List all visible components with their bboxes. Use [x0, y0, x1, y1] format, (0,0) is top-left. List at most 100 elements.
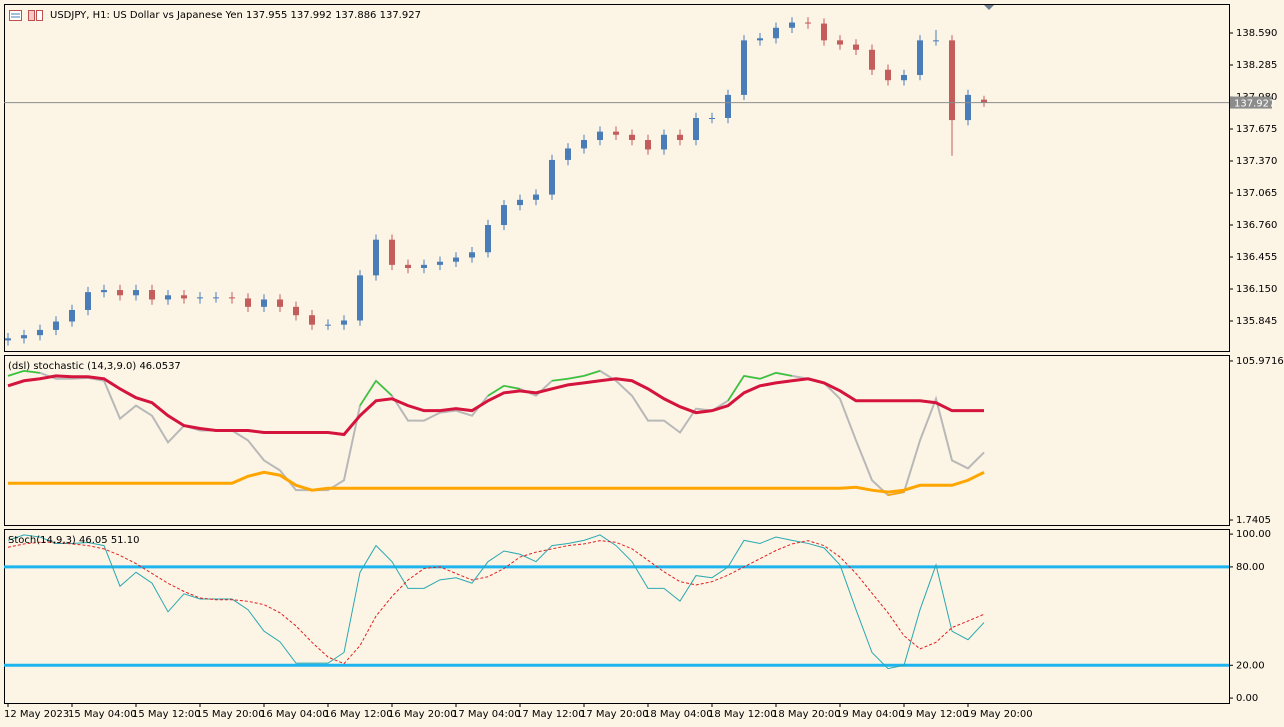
x-tick-label: 15 May 12:00 — [132, 709, 201, 720]
candle-body — [741, 40, 747, 95]
candle-body — [53, 321, 59, 330]
signal-segment — [23, 370, 41, 374]
candle-body — [661, 134, 667, 150]
indicator-line — [7, 534, 985, 670]
x-tick-label: 16 May 20:00 — [388, 709, 457, 720]
candle-body — [949, 40, 955, 121]
x-tick-label: 15 May 20:00 — [196, 709, 265, 720]
candle-body — [773, 27, 779, 39]
candle-body — [101, 290, 107, 293]
candle-body — [853, 44, 859, 50]
candle-body — [869, 49, 875, 70]
y-tick-label: 138.590 — [1236, 28, 1277, 39]
y-tick-label: 136.455 — [1236, 252, 1277, 263]
candle-body — [933, 40, 939, 42]
candle-body — [613, 131, 619, 135]
indicator-line — [7, 540, 985, 665]
x-tick-label: 16 May 12:00 — [324, 709, 393, 720]
candle-body — [757, 38, 763, 41]
candle-body — [469, 252, 475, 258]
candle-body — [837, 40, 843, 45]
candle-body — [245, 298, 251, 307]
candle-body — [629, 134, 635, 141]
x-tick-label: 15 May 04:00 — [68, 709, 137, 720]
y-tick-label: 136.150 — [1236, 284, 1277, 295]
candle-body — [85, 292, 91, 310]
candle-body — [261, 299, 267, 307]
candle-body — [901, 74, 907, 81]
price-pane — [4, 4, 1230, 352]
candle-body — [453, 257, 459, 262]
candle-body — [885, 69, 891, 81]
candle-body — [389, 239, 395, 265]
candle-body — [533, 194, 539, 200]
candle-body — [181, 295, 187, 299]
signal-segment — [775, 372, 793, 377]
candle-body — [21, 335, 27, 339]
signal-segment — [759, 372, 777, 380]
y-tick-label: 136.760 — [1236, 220, 1277, 231]
y-tick-label: 105.9716 — [1236, 356, 1284, 367]
signal-segment — [7, 370, 25, 377]
x-tick-label: 12 May 2023 — [4, 709, 69, 720]
candle-body — [565, 148, 571, 160]
candle-body — [373, 239, 379, 276]
x-tick-label: 17 May 20:00 — [580, 709, 649, 720]
candle-body — [485, 225, 491, 253]
x-tick-label: 19 May 04:00 — [836, 709, 905, 720]
candle-body — [5, 338, 11, 341]
current-price-box — [1230, 96, 1272, 109]
pane-title: USDJPY, H1: US Dollar vs Japanese Yen 13… — [50, 10, 421, 21]
candle-body — [357, 275, 363, 321]
candle-body — [645, 140, 651, 150]
candle-body — [165, 295, 171, 300]
candle-body — [501, 205, 507, 226]
x-tick-label: 19 May 20:00 — [964, 709, 1033, 720]
y-tick-label: 20.00 — [1236, 660, 1265, 671]
y-tick-label: 0.00 — [1236, 693, 1258, 704]
candle-body — [309, 315, 315, 325]
y-tick-label: 135.845 — [1236, 316, 1277, 327]
candle-body — [821, 23, 827, 41]
y-tick-label: 137.370 — [1236, 156, 1277, 167]
candle-body — [117, 290, 123, 296]
candle-body — [229, 297, 235, 299]
candle-body — [693, 117, 699, 141]
symbol-icons — [9, 10, 43, 21]
signal-segment — [727, 375, 745, 402]
candle-body — [597, 131, 603, 141]
signal-segment — [567, 375, 585, 380]
signal-segment — [375, 380, 393, 397]
x-tick-label: 16 May 04:00 — [260, 709, 329, 720]
x-tick-label: 18 May 20:00 — [772, 709, 841, 720]
candle-body — [37, 329, 43, 336]
x-tick-label: 18 May 12:00 — [708, 709, 777, 720]
y-tick-label: 1.7405 — [1236, 515, 1271, 526]
x-tick-label: 19 May 12:00 — [900, 709, 969, 720]
y-tick-label: 137.675 — [1236, 124, 1277, 135]
candle-body — [517, 199, 523, 206]
indicator-line — [7, 374, 984, 437]
candle-body — [197, 297, 203, 299]
signal-segment — [583, 370, 601, 377]
candle-body — [789, 22, 795, 28]
indicator-line — [8, 470, 985, 494]
y-tick-label: 138.285 — [1236, 60, 1277, 71]
candle-body — [213, 297, 219, 299]
signal-segment — [487, 385, 505, 397]
candle-body — [325, 324, 331, 326]
candle-body — [133, 290, 139, 296]
current-price-label: 137.927 — [1234, 99, 1275, 110]
pane-title: (dsl) stochastic (14,3,9.0) 46.0537 — [8, 361, 181, 372]
candle-body — [965, 94, 971, 121]
signal-segment — [551, 378, 569, 382]
candle-body — [277, 299, 283, 307]
candle-body — [437, 261, 443, 265]
shift-marker — [984, 5, 994, 10]
signal-segment — [887, 491, 905, 496]
x-tick-label: 18 May 04:00 — [644, 709, 713, 720]
signal-segment — [359, 380, 377, 407]
candle-body — [981, 99, 987, 103]
